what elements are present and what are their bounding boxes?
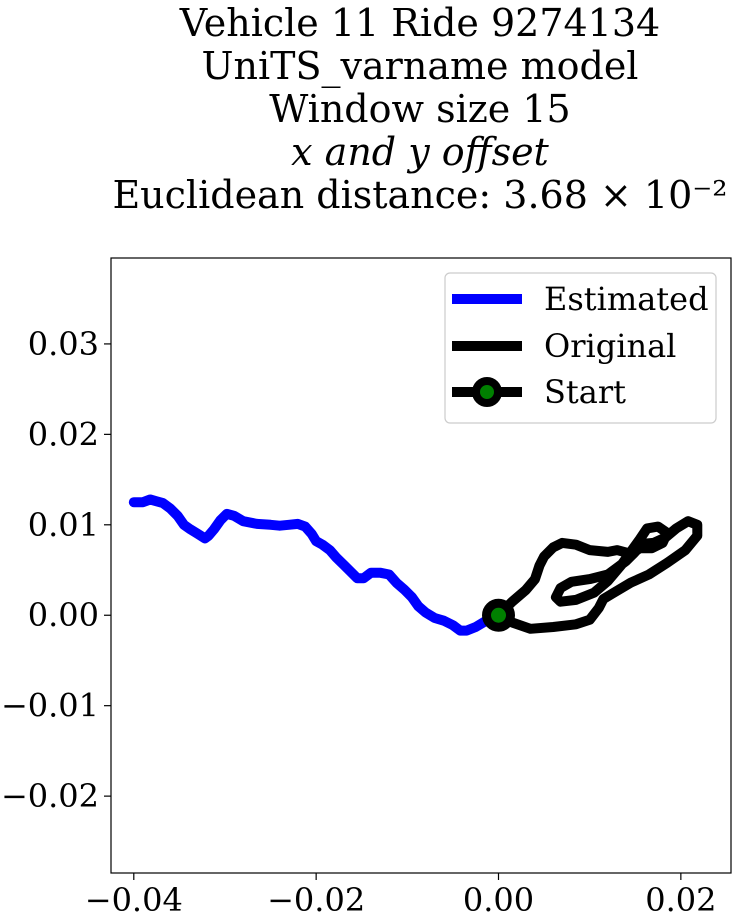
y-tick-label: 0.02 bbox=[28, 415, 99, 453]
y-tick-label: 0.01 bbox=[28, 506, 99, 544]
chart-title: Vehicle 11 Ride 9274134 UniTS_varname mo… bbox=[112, 1, 727, 217]
axes-ticks: −0.04 −0.02 0.00 0.02 −0.02 −0.01 0.00 0.01 0.02… bbox=[1, 325, 717, 919]
legend-start-label: Start bbox=[544, 373, 626, 411]
legend-box bbox=[444, 272, 717, 424]
title-line-1: Vehicle 11 Ride 9274134 bbox=[179, 1, 660, 45]
axes-frame bbox=[110, 257, 732, 874]
x-tick-label: 0.00 bbox=[463, 881, 534, 919]
x-tick-label: −0.04 bbox=[85, 881, 183, 919]
legend-estimated-label: Estimated bbox=[544, 280, 709, 318]
title-line-2: UniTS_varname model bbox=[202, 44, 639, 89]
start-marker bbox=[482, 598, 515, 632]
legend: Estimated Original Start bbox=[444, 272, 717, 424]
series-line-estimated bbox=[128, 494, 504, 636]
x-tick-label: −0.02 bbox=[267, 881, 365, 919]
series-line-original bbox=[493, 516, 703, 634]
title-line-4: x and y offset bbox=[291, 130, 549, 174]
y-tick-label: 0.00 bbox=[28, 596, 99, 634]
title-line-5: Euclidean distance: 3.68 × 10⁻² bbox=[112, 173, 727, 217]
title-line-3: Window size 15 bbox=[269, 87, 570, 131]
plot-area bbox=[128, 494, 703, 636]
y-tick-label: −0.01 bbox=[1, 687, 99, 725]
legend-original-label: Original bbox=[544, 327, 676, 365]
legend-start-swatch-marker bbox=[472, 377, 502, 407]
x-tick-label: 0.02 bbox=[645, 881, 716, 919]
y-tick-label: 0.03 bbox=[28, 325, 99, 363]
y-tick-label: −0.02 bbox=[1, 777, 99, 815]
